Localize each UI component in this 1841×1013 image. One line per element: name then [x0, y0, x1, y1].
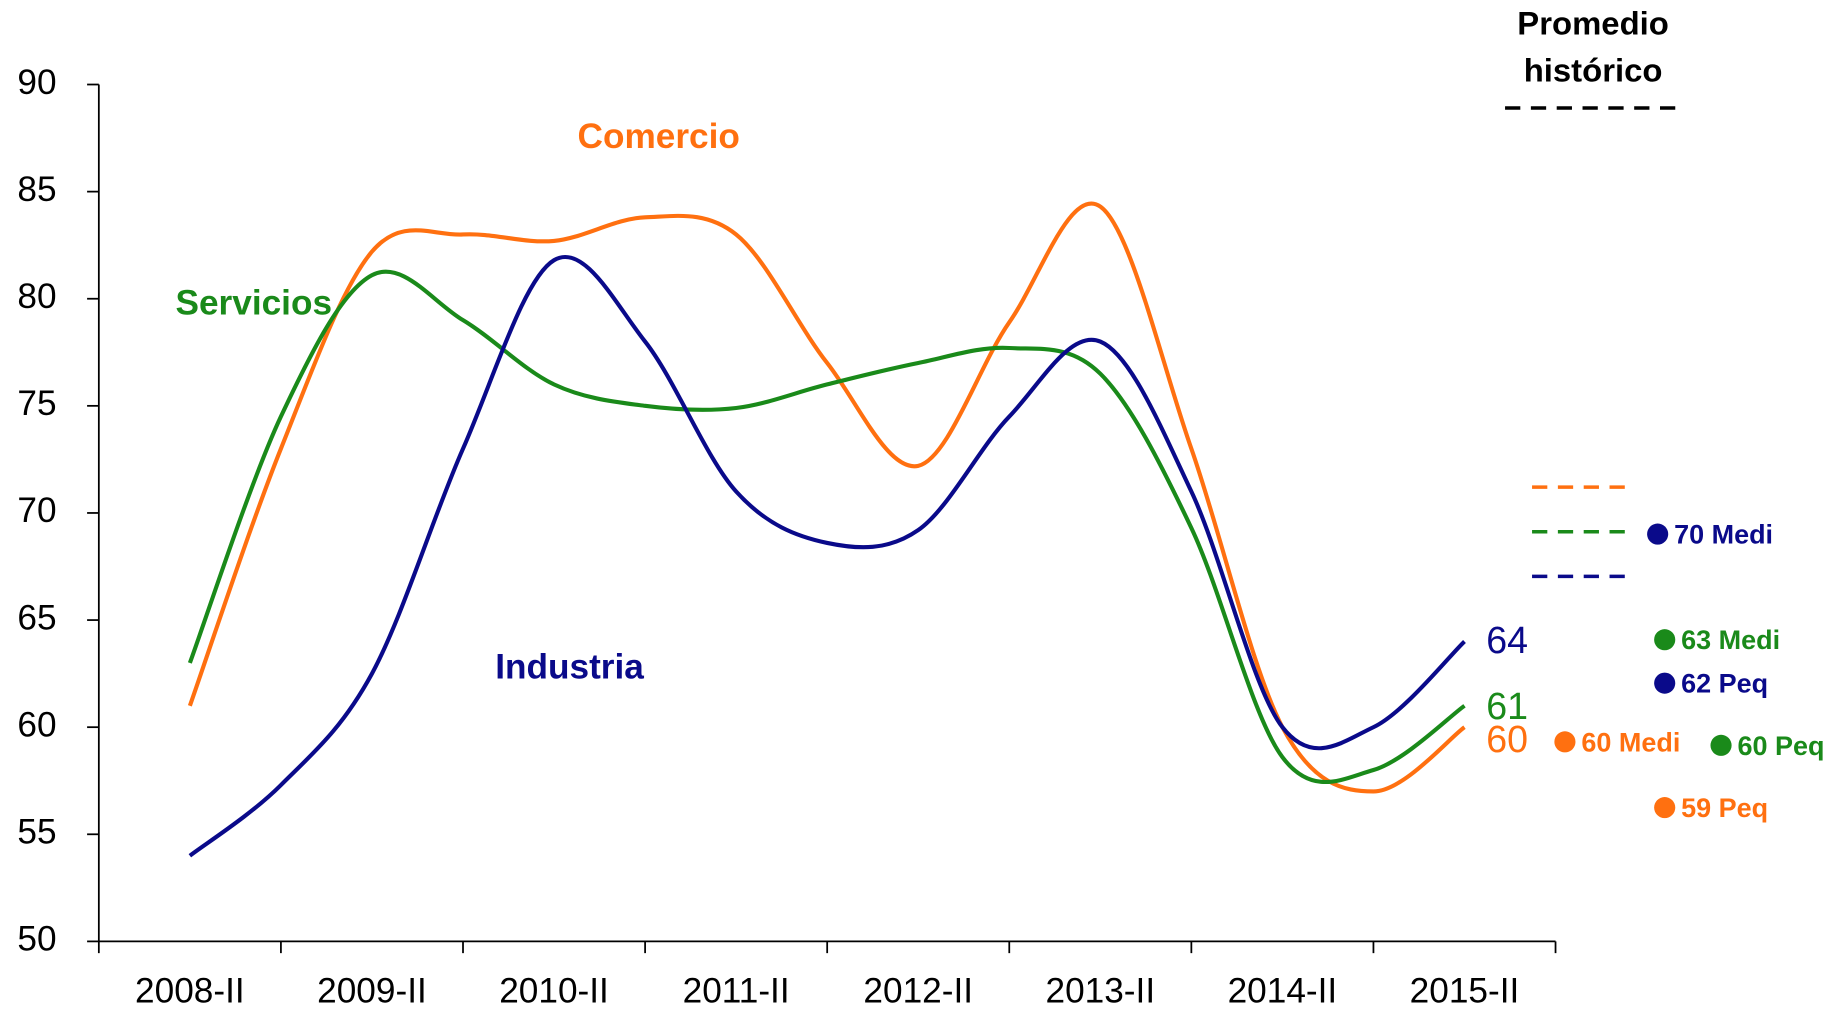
series-label: Industria: [495, 647, 644, 686]
y-tick-label: 50: [17, 920, 56, 959]
x-tick-label: 2013-II: [1046, 971, 1156, 1010]
y-tick-label: 65: [17, 598, 56, 637]
side-label: 59 Peq: [1681, 793, 1768, 823]
x-tick-label: 2012-II: [863, 971, 973, 1010]
y-tick-label: 60: [17, 705, 56, 744]
line: [187, 269, 1466, 785]
x-tick-label: 2010-II: [499, 971, 609, 1010]
side-dot: [1654, 629, 1676, 651]
side-dot: [1654, 672, 1676, 694]
y-tick-label: 85: [17, 170, 56, 209]
series-label: Comercio: [578, 117, 740, 156]
y-tick-label: 75: [17, 384, 56, 423]
side-dot: [1654, 797, 1676, 819]
side-dot: [1554, 731, 1576, 753]
y-tick-label: 70: [17, 491, 56, 530]
end-value-label: 64: [1486, 619, 1528, 661]
line: [188, 255, 1466, 858]
end-value-label: 61: [1486, 685, 1528, 727]
x-tick-label: 2008-II: [135, 971, 245, 1010]
y-tick-label: 90: [17, 63, 56, 102]
side-dot: [1710, 734, 1732, 756]
series-label: Servicios: [175, 283, 332, 322]
side-label: 62 Peq: [1681, 669, 1768, 699]
side-label: 60 Medi: [1581, 727, 1680, 757]
side-label: 70 Medi: [1674, 520, 1773, 550]
line: [187, 201, 1466, 794]
x-tick-label: 2011-II: [683, 971, 790, 1010]
side-dot: [1647, 523, 1669, 545]
side-label: 63 Medi: [1681, 625, 1780, 655]
average-title: Promedio: [1517, 5, 1669, 42]
y-tick-label: 80: [17, 277, 56, 316]
side-label: 60 Peq: [1737, 731, 1824, 761]
average-title: histórico: [1524, 51, 1663, 88]
x-tick-label: 2015-II: [1410, 971, 1520, 1010]
end-value-label: 60: [1486, 718, 1528, 760]
y-tick-label: 55: [17, 813, 56, 852]
x-tick-label: 2014-II: [1228, 971, 1338, 1010]
x-tick-label: 2009-II: [317, 971, 427, 1010]
